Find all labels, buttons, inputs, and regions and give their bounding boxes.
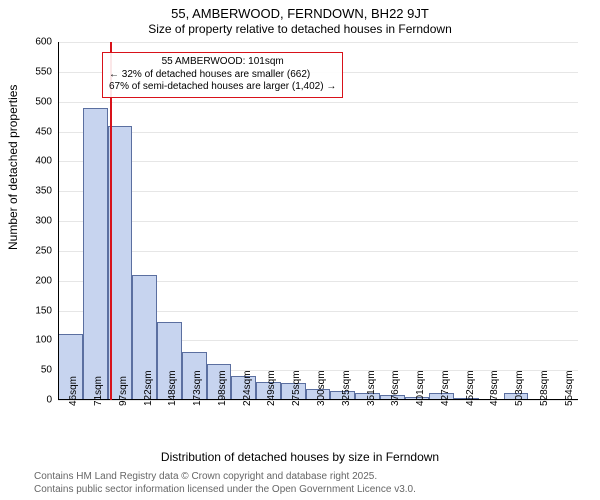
annotation-line: ← 32% of detached houses are smaller (66… — [109, 69, 336, 82]
chart-title: 55, AMBERWOOD, FERNDOWN, BH22 9JT — [0, 6, 600, 21]
y-tick-label: 0 — [22, 395, 52, 406]
y-tick-label: 550 — [22, 66, 52, 77]
y-tick-label: 50 — [22, 365, 52, 376]
annotation-box: 55 AMBERWOOD: 101sqm← 32% of detached ho… — [102, 52, 343, 98]
y-tick-label: 200 — [22, 275, 52, 286]
attribution-footer: Contains HM Land Registry data © Crown c… — [34, 471, 588, 496]
y-tick-label: 500 — [22, 96, 52, 107]
y-tick-label: 150 — [22, 305, 52, 316]
y-tick-label: 450 — [22, 126, 52, 137]
y-tick-label: 100 — [22, 335, 52, 346]
footer-line2: Contains public sector information licen… — [34, 484, 588, 497]
y-axis-label: Number of detached properties — [6, 85, 20, 250]
plot-area: 55 AMBERWOOD: 101sqm← 32% of detached ho… — [58, 42, 578, 400]
y-axis-line — [58, 42, 59, 400]
y-tick-label: 400 — [22, 156, 52, 167]
y-tick-label: 350 — [22, 186, 52, 197]
y-tick-label: 600 — [22, 37, 52, 48]
histogram-bar — [83, 108, 108, 400]
footer-line1: Contains HM Land Registry data © Crown c… — [34, 471, 588, 484]
annotation-line: 67% of semi-detached houses are larger (… — [109, 81, 336, 94]
x-axis-label: Distribution of detached houses by size … — [0, 450, 600, 464]
y-tick-label: 250 — [22, 245, 52, 256]
chart-subtitle: Size of property relative to detached ho… — [0, 22, 600, 36]
y-tick-label: 300 — [22, 216, 52, 227]
annotation-line: 55 AMBERWOOD: 101sqm — [109, 56, 336, 69]
